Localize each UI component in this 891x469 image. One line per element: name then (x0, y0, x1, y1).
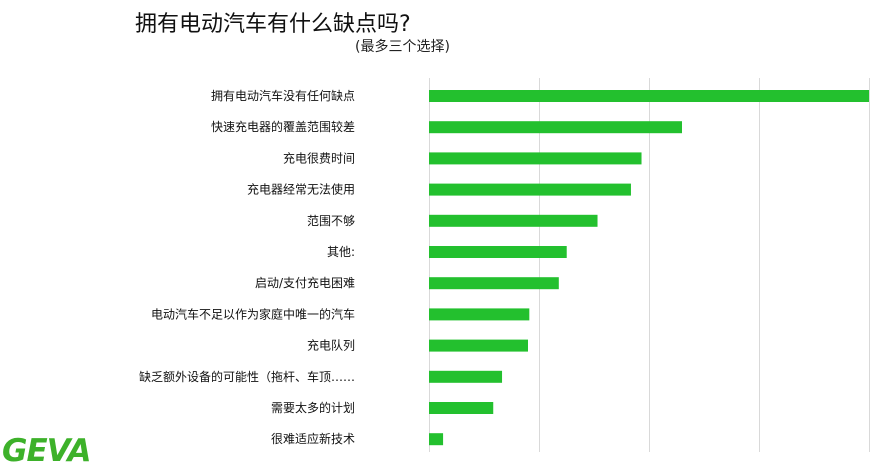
bar (429, 433, 444, 446)
category-label: 启动/支付充电困难 (255, 275, 355, 290)
category-label: 拥有电动汽车没有任何缺点 (211, 88, 355, 103)
category-label: 充电器经常无法使用 (247, 182, 355, 197)
bar (429, 246, 567, 258)
category-label: 充电队列 (307, 338, 355, 353)
bar (429, 214, 598, 227)
category-label: 缺乏额外设备的可能性（拖杆、车顶…… (139, 369, 355, 384)
geva-logo: GEVA (2, 433, 92, 469)
category-label: 需要太多的计划 (271, 400, 355, 415)
bar (429, 90, 869, 102)
bar (429, 277, 559, 290)
category-label: 电动汽车不足以作为家庭中唯一的汽车 (151, 306, 355, 321)
bar (429, 339, 528, 352)
category-label: 范围不够 (307, 214, 355, 228)
category-label: 快速充电器的覆盖范围较差 (211, 119, 355, 134)
category-label: 其他: (327, 245, 355, 259)
chart-subtitle: (最多三个选择) (355, 39, 450, 55)
category-label: 充电很费时间 (283, 150, 355, 165)
bar (429, 152, 642, 165)
bar (429, 402, 494, 414)
bar (429, 183, 631, 196)
bar (429, 308, 530, 321)
bar (429, 370, 503, 383)
category-label: 很难适应新技术 (271, 431, 355, 446)
chart-title: 拥有电动汽车有什么缺点吗? (135, 12, 411, 37)
bar (429, 121, 682, 134)
